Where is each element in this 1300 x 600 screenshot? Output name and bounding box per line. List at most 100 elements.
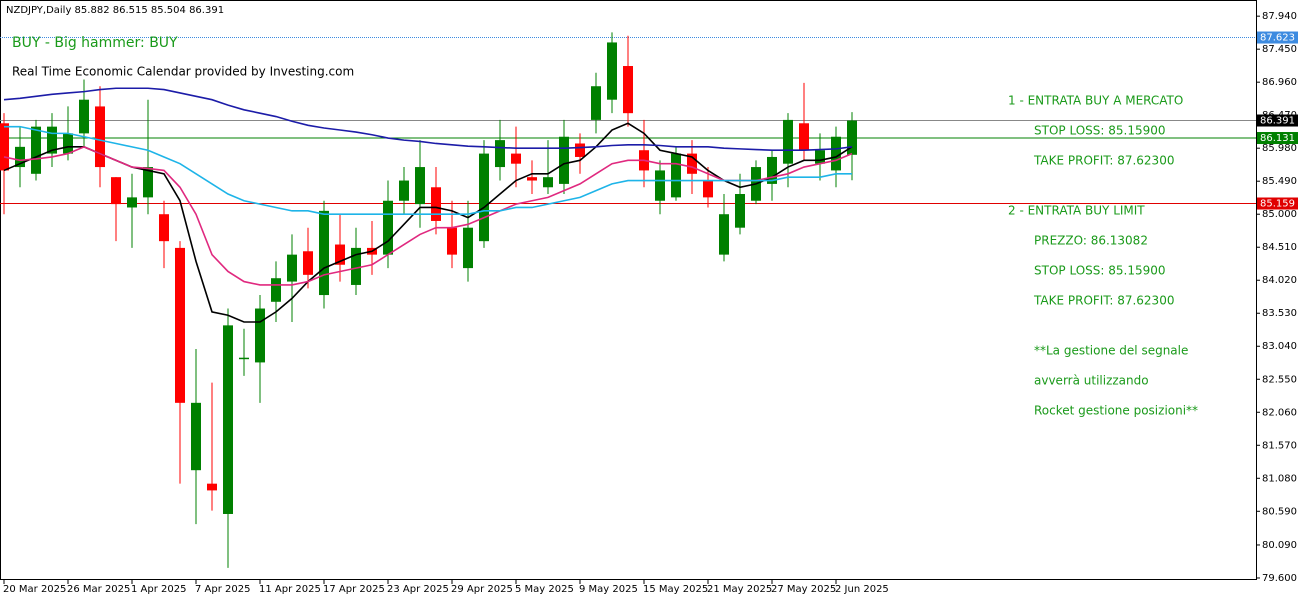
y-tick-label: 85.490 (1262, 176, 1297, 187)
candle-body (559, 136, 569, 184)
x-tick-label: 2 Jun 2025 (835, 584, 889, 595)
y-tick-label: 85.980 (1262, 143, 1297, 154)
candle-body (431, 187, 441, 221)
candle-body (47, 126, 57, 154)
ma-line (3, 145, 853, 286)
candle-body (575, 143, 585, 157)
candle-body (15, 146, 25, 168)
price-box-label: 86.131 (1260, 133, 1295, 144)
candle-body (479, 153, 489, 242)
candle-body (415, 167, 425, 205)
axes: 87.94087.45086.96086.47085.98085.49085.0… (3, 11, 1297, 595)
candle-body (511, 153, 521, 164)
candle-body (351, 247, 361, 285)
candle-body (783, 119, 793, 164)
x-tick-label: 17 Apr 2025 (323, 584, 385, 595)
candle-body (399, 180, 409, 201)
candle-body (127, 197, 137, 208)
price-box-label: 87.623 (1260, 33, 1295, 44)
annotation: TAKE PROFIT: 87.62300 (1033, 294, 1174, 308)
price-box-label: 86.391 (1260, 116, 1295, 127)
plot (0, 32, 1256, 568)
x-tick-label: 15 May 2025 (643, 584, 708, 595)
ma-line (3, 87, 853, 152)
candle-body (703, 180, 713, 198)
annotation: STOP LOSS: 85.15900 (1034, 124, 1166, 138)
candle-body (0, 123, 9, 171)
y-tick-label: 80.590 (1262, 506, 1297, 517)
y-tick-label: 87.940 (1262, 11, 1297, 22)
annotation: Rocket gestione posizioni** (1034, 404, 1198, 418)
annotation: 2 - ENTRATA BUY LIMIT (1008, 204, 1145, 218)
price-box (1257, 114, 1298, 127)
y-tick-label: 83.530 (1262, 308, 1297, 319)
candle-body (607, 42, 617, 100)
candle-body (767, 156, 777, 184)
chart-title: NZDJPY,Daily 85.882 86.515 85.504 86.391 (6, 5, 224, 16)
candle-body (287, 254, 297, 282)
y-tick-label: 82.060 (1262, 407, 1297, 418)
annotation: 1 - ENTRATA BUY A MERCATO (1008, 94, 1183, 108)
candle-body (143, 167, 153, 198)
candle-body (655, 170, 665, 201)
candle-body (591, 86, 601, 120)
candle-body (159, 214, 169, 242)
candle-body (191, 402, 201, 471)
candle-body (79, 99, 89, 134)
candle-body (255, 308, 265, 363)
x-tick-label: 1 Apr 2025 (131, 584, 186, 595)
x-tick-label: 21 May 2025 (707, 584, 772, 595)
price-box (1257, 132, 1298, 145)
y-tick-label: 79.600 (1262, 573, 1297, 584)
annotation: STOP LOSS: 85.15900 (1034, 264, 1166, 278)
price-box (1257, 31, 1298, 44)
candle-body (95, 106, 105, 168)
candle-body (271, 278, 281, 302)
candle-body (31, 126, 41, 174)
y-tick-label: 84.020 (1262, 275, 1297, 286)
annotation: TAKE PROFIT: 87.62300 (1033, 154, 1174, 168)
candle-body (111, 177, 121, 205)
candle-body (175, 247, 185, 403)
x-tick-label: 23 Apr 2025 (387, 584, 449, 595)
candle-body (687, 153, 697, 174)
annotation: avverrà utilizzando (1034, 374, 1149, 388)
annotation: BUY - Big hammer: BUY (12, 35, 178, 51)
candle-body (623, 66, 633, 114)
plot-frame (0, 0, 1257, 580)
y-tick-label: 87.450 (1262, 44, 1297, 55)
candle-body (847, 120, 857, 155)
candle-body (527, 177, 537, 181)
candle-body (799, 123, 809, 151)
y-tick-label: 83.040 (1262, 341, 1297, 352)
y-tick-label: 80.090 (1262, 540, 1297, 551)
y-tick-label: 81.080 (1262, 473, 1297, 484)
x-tick-label: 20 Mar 2025 (3, 584, 66, 595)
y-tick-label: 85.000 (1262, 209, 1297, 220)
y-tick-label: 86.960 (1262, 77, 1297, 88)
y-tick-label: 82.550 (1262, 374, 1297, 385)
x-tick-label: 26 Mar 2025 (67, 584, 130, 595)
candle-body (239, 357, 249, 360)
x-tick-label: 7 Apr 2025 (195, 584, 250, 595)
candle-body (495, 140, 505, 168)
annotation: PREZZO: 86.13082 (1034, 234, 1148, 248)
candle-body (815, 150, 825, 164)
candle-body (719, 214, 729, 255)
candle-body (335, 244, 345, 265)
x-tick-label: 9 May 2025 (579, 584, 638, 595)
candle-body (447, 227, 457, 255)
y-tick-label: 84.510 (1262, 242, 1297, 253)
candle-body (671, 153, 681, 198)
overlay: 87.623 86.391 86.131 85.159 BUY - Big hammer… (12, 31, 1298, 418)
x-tick-label: 29 Apr 2025 (451, 584, 513, 595)
price-box-label: 85.159 (1260, 199, 1295, 210)
x-tick-label: 5 May 2025 (515, 584, 574, 595)
price-box (1257, 197, 1298, 210)
x-tick-label: 11 Apr 2025 (259, 584, 321, 595)
candle-body (735, 194, 745, 228)
candle-body (63, 133, 73, 154)
ma-line (4, 125, 852, 216)
